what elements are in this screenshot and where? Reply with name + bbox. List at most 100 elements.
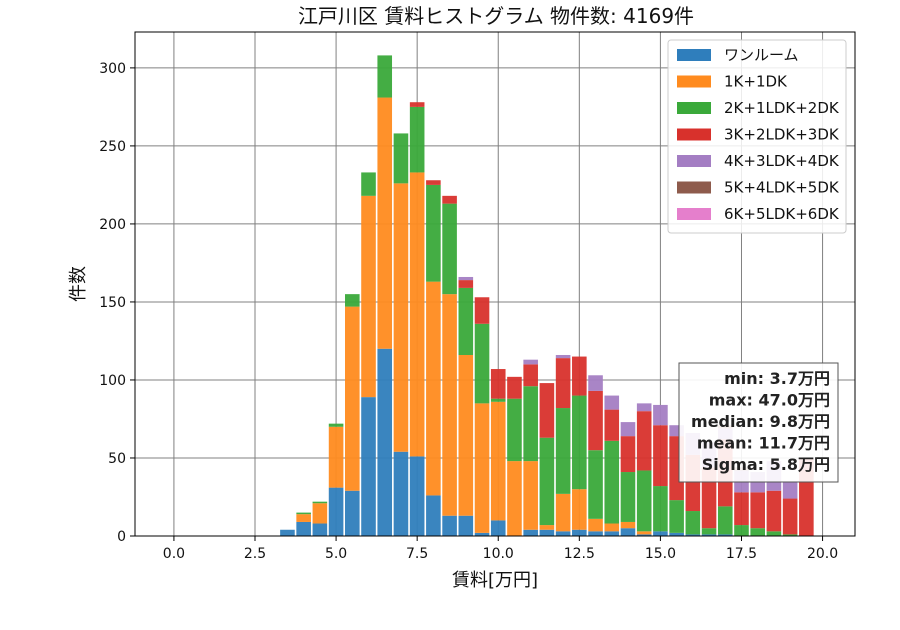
x-tick-label: 0.0 xyxy=(163,546,185,562)
bar-segment xyxy=(604,409,620,441)
bar-segment xyxy=(555,531,571,536)
bar-segment xyxy=(377,97,393,349)
legend-swatch xyxy=(677,49,711,61)
x-tick-label: 15.0 xyxy=(645,546,676,562)
bar-segment xyxy=(361,397,376,536)
bar-segment xyxy=(766,490,782,532)
bar-segment xyxy=(701,534,717,536)
x-tick-label: 20.0 xyxy=(807,546,838,562)
plot-frame xyxy=(134,31,856,537)
bar-segment xyxy=(653,425,668,487)
bar-segment xyxy=(572,356,587,396)
bar-segment xyxy=(328,426,344,488)
x-tick-label: 7.5 xyxy=(406,546,428,562)
bar-segment xyxy=(345,490,360,536)
x-ticks: 0.0 2.5 5.0 7.5 10.0 12.5 15.0 17.5 20.0 xyxy=(163,536,838,562)
bar-segment xyxy=(377,348,393,536)
bar-segment xyxy=(555,358,571,409)
bar-segment xyxy=(442,203,457,295)
bar-segment xyxy=(636,531,652,535)
bar-segment xyxy=(458,280,474,288)
x-tick-label: 2.5 xyxy=(244,546,266,562)
legend: ワンルーム 1K+1DK 2K+1LDK+2DK 3K+2LDK+3DK 4K+3LDK… xyxy=(667,39,847,234)
bar-segment xyxy=(588,450,603,519)
bar-segment xyxy=(280,529,295,536)
bar-segment xyxy=(588,518,603,532)
bar-segment xyxy=(636,534,652,536)
legend-frame xyxy=(667,39,847,234)
legend-label: 1K+1DK xyxy=(724,73,788,91)
bar-segment xyxy=(458,287,474,355)
legend-swatch xyxy=(677,102,711,114)
bar-segment xyxy=(620,422,636,437)
bar-segment xyxy=(685,534,701,536)
bar-segment xyxy=(782,534,798,536)
y-tick-label: 150 xyxy=(99,295,126,311)
y-ticks: 0 50 100 150 200 250 300 xyxy=(99,61,135,545)
x-axis-label: 賃料[万円] xyxy=(452,570,538,591)
bar-segment xyxy=(539,525,555,530)
bar-segment xyxy=(523,364,538,387)
stats-line: min: 3.7万円 xyxy=(724,369,830,388)
bar-segment xyxy=(523,359,538,365)
bar-segment xyxy=(507,376,522,399)
bar-segment xyxy=(345,294,360,307)
bar-segment xyxy=(620,472,636,522)
bar-segment xyxy=(588,531,603,536)
bar-segment xyxy=(701,528,717,535)
bar-segment xyxy=(604,531,620,536)
bar-segment xyxy=(604,523,620,532)
bar-segment xyxy=(507,398,522,462)
bar-segment xyxy=(766,531,782,536)
bar-segment xyxy=(426,495,441,536)
bar-segment xyxy=(409,102,425,107)
bar-segment xyxy=(604,395,620,410)
bar-segment xyxy=(507,461,522,536)
bar-segment xyxy=(782,481,798,499)
bar-segment xyxy=(717,506,733,535)
bars-group xyxy=(280,55,814,536)
y-tick-label: 100 xyxy=(99,373,126,389)
bar-segment xyxy=(458,276,474,281)
bar-segment xyxy=(555,408,571,494)
y-tick-label: 300 xyxy=(99,61,126,77)
bar-segment xyxy=(539,529,555,536)
bar-segment xyxy=(588,390,603,451)
bar-segment xyxy=(328,423,344,427)
stats-box: min: 3.7万円 max: 47.0万円 median: 9.8万円 mean: … xyxy=(678,362,839,483)
bar-segment xyxy=(701,467,717,529)
bar-segment xyxy=(636,411,652,471)
y-axis-label: 件数 xyxy=(68,266,89,302)
bar-segment xyxy=(426,281,441,496)
bar-segment xyxy=(653,486,668,532)
bar-segment xyxy=(409,172,425,457)
bar-segment xyxy=(717,534,733,536)
stats-line: max: 47.0万円 xyxy=(709,391,830,410)
bar-segment xyxy=(474,403,490,533)
y-tick-label: 0 xyxy=(117,529,126,545)
y-tick-label: 200 xyxy=(99,217,126,233)
bar-segment xyxy=(572,489,587,530)
legend-swatch xyxy=(677,75,711,88)
stats-frame xyxy=(678,362,839,483)
x-tick-label: 12.5 xyxy=(564,546,595,562)
bar-segment xyxy=(296,512,311,515)
bar-segment xyxy=(490,398,506,402)
bar-segment xyxy=(604,440,620,524)
bar-segment xyxy=(393,183,409,452)
bar-segment xyxy=(426,180,441,185)
bar-segment xyxy=(669,425,684,437)
bar-segment xyxy=(685,511,701,535)
bar-segment xyxy=(409,106,425,173)
stats-line: median: 9.8万円 xyxy=(691,412,830,431)
bar-segment xyxy=(426,184,441,282)
bar-segment xyxy=(734,525,749,536)
bar-segment xyxy=(653,531,668,536)
bar-segment xyxy=(393,133,409,184)
x-tick-label: 17.5 xyxy=(726,546,757,562)
bar-segment xyxy=(782,498,798,535)
legend-label: 4K+3LDK+4DK xyxy=(724,152,840,170)
bar-segment xyxy=(734,492,749,526)
bar-segment xyxy=(750,492,765,529)
